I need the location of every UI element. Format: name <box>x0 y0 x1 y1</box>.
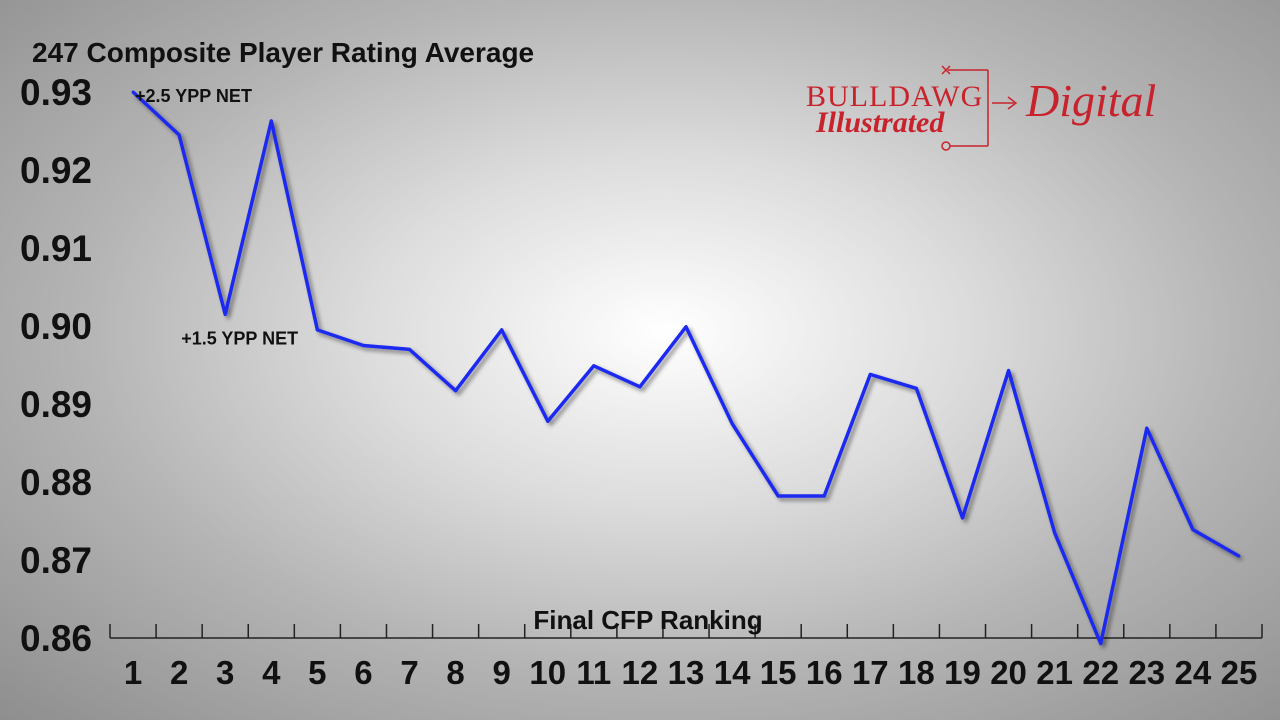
data-point <box>454 389 458 393</box>
y-tick-label: 0.87 <box>20 540 92 581</box>
x-tick-label: 3 <box>216 654 234 691</box>
chart-title: 247 Composite Player Rating Average <box>32 37 534 68</box>
y-tick-label: 0.90 <box>20 306 92 347</box>
bulldawg-logo: BULLDAWG Illustrated Digital <box>806 65 1156 151</box>
x-axis-label: Final CFP Ranking <box>533 605 762 635</box>
x-tick-label: 13 <box>668 654 705 691</box>
x-tick-label: 6 <box>354 654 372 691</box>
x-tick-label: 2 <box>170 654 188 691</box>
y-tick-label: 0.91 <box>20 228 92 269</box>
data-point <box>1191 528 1195 532</box>
x-axis <box>109 624 1263 639</box>
y-tick-label: 0.89 <box>20 384 92 425</box>
data-point <box>1007 368 1011 372</box>
data-point <box>638 385 642 389</box>
data-point <box>269 119 273 123</box>
x-tick-label: 14 <box>714 654 751 691</box>
logo-brand: BULLDAWG <box>806 80 983 113</box>
data-point <box>776 494 780 498</box>
data-point <box>361 344 365 347</box>
x-tick-label: 21 <box>1036 654 1073 691</box>
logo-script: Illustrated <box>815 106 945 139</box>
data-point <box>914 386 918 390</box>
y-tick-label: 0.92 <box>20 150 92 191</box>
data-point <box>684 325 688 329</box>
y-axis-ticks: 0.93 0.92 0.91 0.90 0.89 0.88 0.87 0.86 <box>20 72 92 659</box>
data-point <box>592 364 596 368</box>
x-tick-label: 11 <box>576 654 611 691</box>
data-point <box>730 422 734 425</box>
data-point <box>408 347 412 351</box>
logo-product: Digital <box>1025 75 1156 126</box>
x-tick-label: 19 <box>944 654 981 691</box>
annotations: +2.5 YPP NET +1.5 YPP NET <box>135 86 298 348</box>
x-tick-label: 12 <box>622 654 659 691</box>
data-point <box>315 328 319 332</box>
x-tick-label: 25 <box>1221 654 1258 691</box>
y-tick-label: 0.88 <box>20 462 92 503</box>
y-tick-label: 0.86 <box>20 618 92 659</box>
x-tick-label: 16 <box>806 654 843 691</box>
x-tick-label: 22 <box>1082 654 1119 691</box>
x-axis-ticks: 1 2 3 4 5 6 7 8 9 10 11 12 13 14 15 16 17 18 19 20 21 22 23 24 2… <box>124 654 1257 691</box>
x-tick-label: 9 <box>493 654 511 691</box>
series-line <box>131 90 1240 646</box>
x-tick-label: 8 <box>446 654 464 691</box>
data-point <box>500 328 504 332</box>
annotation-label: +1.5 YPP NET <box>181 328 298 348</box>
x-tick-label: 10 <box>529 654 566 691</box>
annotation-label: +2.5 YPP NET <box>135 86 252 106</box>
data-point <box>1145 426 1149 430</box>
x-tick-label: 15 <box>760 654 797 691</box>
data-point <box>822 494 826 498</box>
x-tick-label: 5 <box>308 654 326 691</box>
data-point <box>223 312 227 316</box>
data-point <box>1237 554 1241 558</box>
data-point <box>546 419 550 423</box>
y-tick-label: 0.93 <box>20 72 92 113</box>
x-tick-label: 20 <box>990 654 1027 691</box>
logo-play-diagram-icon <box>941 65 1018 151</box>
data-point <box>960 516 964 520</box>
data-point <box>868 372 872 376</box>
data-point <box>177 133 181 137</box>
x-tick-label: 7 <box>400 654 418 691</box>
series-group <box>131 90 1241 646</box>
x-tick-label: 18 <box>898 654 935 691</box>
x-tick-label: 23 <box>1128 654 1165 691</box>
data-point <box>1053 531 1057 535</box>
data-point <box>1099 641 1103 645</box>
x-tick-label: 1 <box>124 654 142 691</box>
x-tick-label: 4 <box>262 654 281 691</box>
x-tick-label: 17 <box>852 654 889 691</box>
x-tick-label: 24 <box>1175 654 1212 691</box>
data-point <box>131 90 135 94</box>
